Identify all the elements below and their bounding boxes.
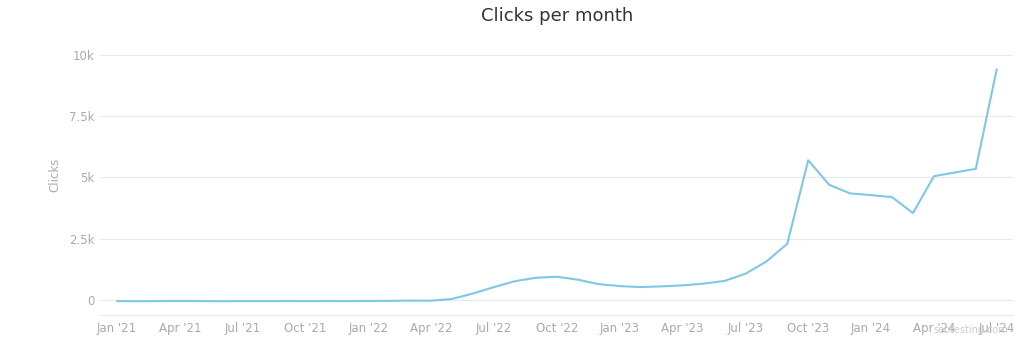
Title: Clicks per month: Clicks per month: [480, 7, 633, 25]
Y-axis label: Clicks: Clicks: [48, 158, 60, 192]
Text: seotesting.com: seotesting.com: [934, 325, 1009, 335]
